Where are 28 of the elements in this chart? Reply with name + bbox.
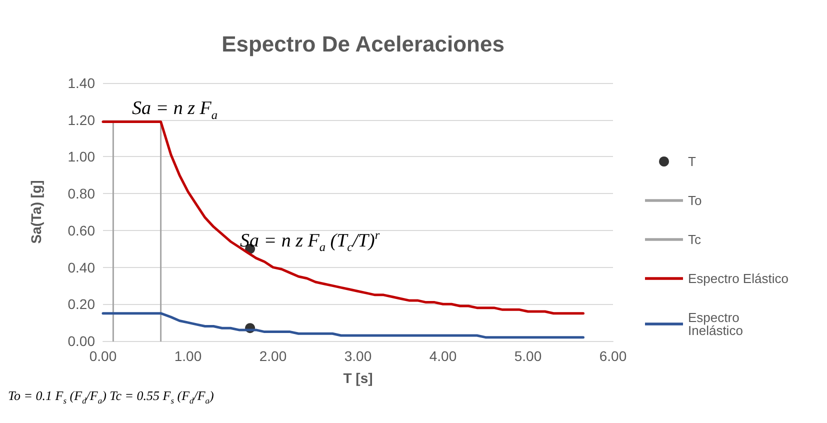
x-tick-label: 3.00 [344, 348, 372, 364]
annotation: Sa = n z F$_{a}$ [132, 98, 218, 123]
line-series [102, 312, 584, 339]
y-tick-label: 0.20 [68, 296, 96, 312]
text: To = 0.1 F$_{s}$ (F$_{d}$/F$_{a}$) Tc = 0.55 F$_{s}$ (F$_{d}$/F$_{a}$) [8, 388, 214, 406]
x-tick-label: 6.00 [599, 348, 627, 364]
legend-label: Espectro Inelástico [688, 310, 743, 338]
y-tick-label: 1.00 [68, 148, 96, 165]
x-tick-label: 2.00 [259, 348, 287, 364]
y-axis-title: Sa(Ta) [g] [28, 180, 44, 244]
y-tick-label: 1.20 [68, 112, 96, 128]
y-tick-label: 0.80 [68, 186, 96, 202]
y-tick-label: 0.40 [68, 259, 96, 276]
legend-label: To [688, 193, 702, 208]
annotation: Sa = n z F$_{a}$ (T$_{c}$/T)$^{r}$ [240, 228, 380, 256]
x-axis-title: T [s] [343, 370, 373, 386]
x-tick-label: 0.00 [89, 348, 117, 364]
legend-label: T [688, 154, 696, 169]
y-tick-label: 0.60 [68, 222, 96, 238]
x-tick-label: 1.00 [174, 348, 202, 364]
y-tick-label: 0.00 [68, 333, 96, 349]
x-tick-label: 4.00 [429, 348, 457, 364]
y-tick-label: 1.40 [68, 75, 96, 91]
legend-label: Espectro Elástico [688, 271, 788, 286]
x-tick-label: 5.00 [514, 348, 542, 364]
legend-label: Tc [688, 232, 702, 247]
line-series [102, 120, 584, 315]
chart-title: Espectro De Aceleraciones [222, 32, 504, 56]
